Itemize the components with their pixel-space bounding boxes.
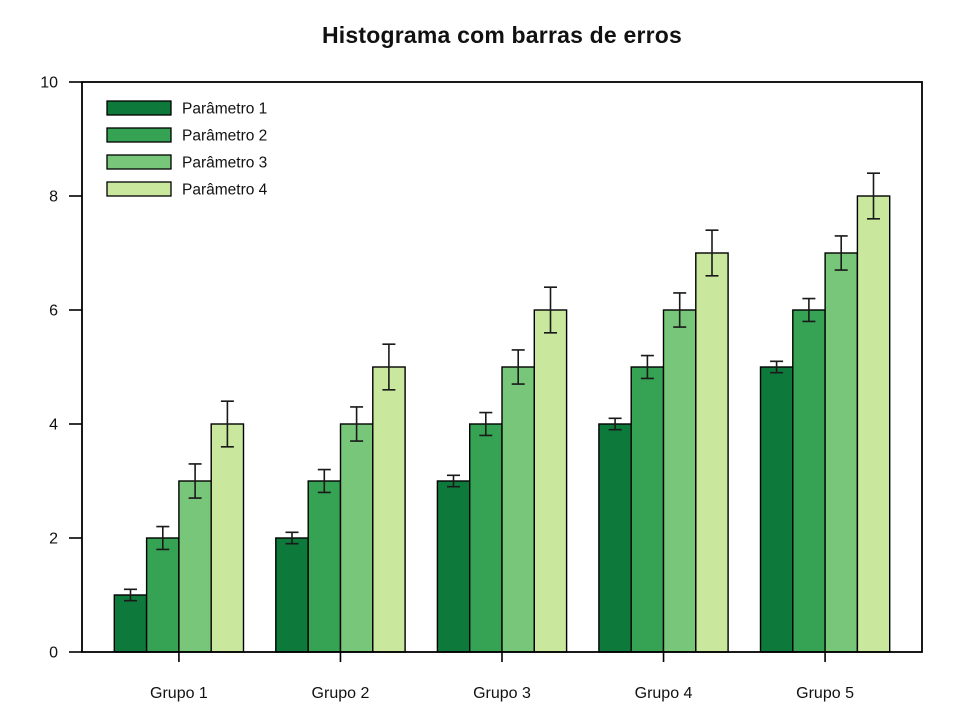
bar xyxy=(598,423,632,653)
legend-label: Parâmetro 4 xyxy=(182,182,268,199)
bar xyxy=(210,423,245,653)
x-tick-label: Grupo 1 xyxy=(150,685,208,702)
y-tick-label: 2 xyxy=(49,531,58,548)
error-bar xyxy=(511,349,525,385)
bar xyxy=(469,423,503,653)
y-tick-label: 10 xyxy=(40,75,58,92)
legend-label: Parâmetro 1 xyxy=(182,101,267,118)
legend-swatch xyxy=(106,127,172,143)
bar xyxy=(630,366,665,653)
legend-label: Parâmetro 2 xyxy=(182,128,267,145)
error-bar xyxy=(156,525,170,551)
x-tick-label: Grupo 2 xyxy=(312,685,370,702)
error-bar xyxy=(447,474,460,488)
bar xyxy=(856,195,891,653)
bar xyxy=(759,366,794,653)
error-bar xyxy=(220,400,234,448)
legend-swatch xyxy=(106,100,172,116)
legend-label: Parâmetro 3 xyxy=(182,155,267,172)
error-bar xyxy=(640,354,654,380)
bar xyxy=(501,366,535,653)
error-bar xyxy=(834,235,848,271)
error-bar xyxy=(544,286,557,334)
bar xyxy=(178,480,212,653)
error-bar xyxy=(705,229,719,277)
error-bar xyxy=(867,172,880,220)
error-bar xyxy=(479,411,493,437)
bar xyxy=(436,480,471,653)
legend-swatch xyxy=(106,181,172,197)
y-tick-label: 6 xyxy=(49,303,58,320)
x-tick-label: Grupo 5 xyxy=(796,685,854,702)
bar xyxy=(372,366,406,653)
bar xyxy=(275,537,309,653)
y-tick-label: 4 xyxy=(49,417,58,434)
error-bar xyxy=(802,297,816,323)
error-bar xyxy=(285,531,299,545)
error-bar xyxy=(608,417,622,431)
bar xyxy=(792,309,826,653)
error-bar xyxy=(382,343,396,391)
bar xyxy=(533,309,568,653)
bar xyxy=(662,309,697,653)
x-tick-label: Grupo 3 xyxy=(473,685,531,702)
legend-swatch xyxy=(106,154,172,170)
y-tick-label: 0 xyxy=(49,645,58,662)
error-bar xyxy=(317,468,331,494)
bar xyxy=(145,537,180,653)
bar xyxy=(339,423,374,653)
error-bar xyxy=(124,588,137,602)
bar xyxy=(307,480,342,653)
error-bar xyxy=(770,360,784,374)
bar xyxy=(695,252,729,653)
x-tick-label: Grupo 4 xyxy=(635,685,693,702)
bar xyxy=(113,594,148,653)
error-bar xyxy=(350,406,364,442)
y-tick-label: 8 xyxy=(49,189,58,206)
bar xyxy=(824,252,859,653)
error-bar xyxy=(188,463,202,499)
chart-title: Histograma com barras de erros xyxy=(321,22,683,48)
error-bar xyxy=(673,292,687,328)
